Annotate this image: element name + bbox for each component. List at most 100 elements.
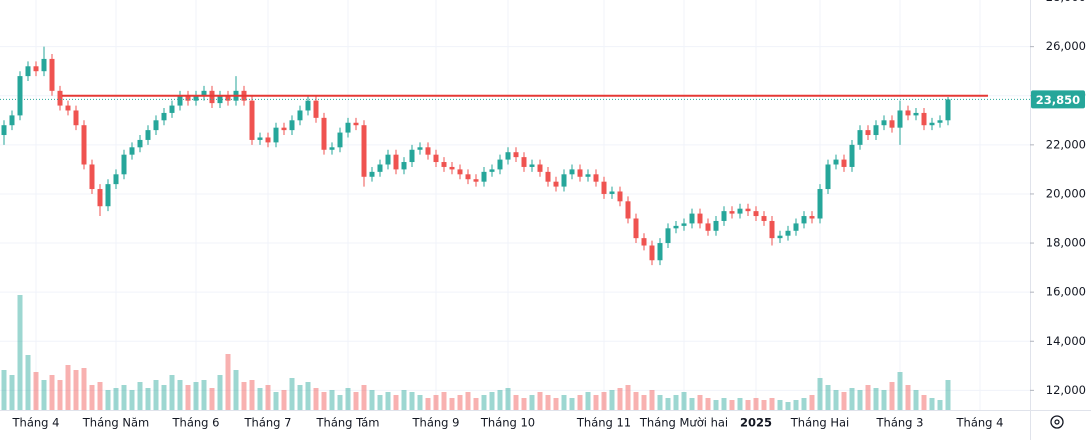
candle-body bbox=[905, 110, 911, 116]
candle-body bbox=[569, 169, 575, 175]
volume-bar bbox=[65, 365, 71, 410]
volume-bar bbox=[401, 390, 407, 410]
x-tick-label: 2025 bbox=[740, 416, 772, 430]
candle-body bbox=[137, 139, 143, 148]
volume-bar bbox=[225, 354, 231, 410]
volume-bar bbox=[145, 388, 151, 410]
candle-body bbox=[305, 100, 311, 111]
volume-bar bbox=[881, 390, 887, 410]
candle-body bbox=[377, 164, 383, 172]
candle-body bbox=[705, 223, 711, 231]
volume-bar bbox=[489, 392, 495, 410]
volume-bar bbox=[553, 398, 559, 410]
volume-bar bbox=[153, 380, 159, 410]
volume-bar bbox=[73, 370, 79, 410]
volume-bar bbox=[169, 375, 175, 410]
volume-bar bbox=[89, 385, 95, 410]
volume-bar bbox=[449, 398, 455, 410]
x-tick-label: Tháng Mười hai bbox=[639, 416, 728, 430]
candle-body bbox=[585, 174, 591, 177]
candle-body bbox=[897, 110, 903, 128]
candle-body bbox=[329, 147, 335, 150]
candle-body bbox=[41, 58, 47, 72]
volume-bar bbox=[9, 375, 15, 410]
candle-body bbox=[193, 95, 199, 101]
axis-layer: 12,00014,00016,00018,00020,00022,00024,0… bbox=[12, 0, 1086, 430]
volume-bar bbox=[273, 392, 279, 410]
candle-body bbox=[761, 216, 767, 221]
volume-bar bbox=[921, 395, 927, 410]
candle-body bbox=[889, 120, 895, 128]
volume-bar bbox=[721, 398, 727, 410]
candle-body bbox=[849, 144, 855, 167]
volume-bar bbox=[81, 368, 87, 410]
y-tick-label: 14,000 bbox=[1046, 334, 1086, 348]
volume-bar bbox=[33, 372, 39, 410]
y-tick-label: 12,000 bbox=[1046, 383, 1086, 397]
candle-body bbox=[433, 154, 439, 163]
volume-bar bbox=[441, 392, 447, 410]
volume-bar bbox=[841, 392, 847, 410]
volume-bar bbox=[905, 385, 911, 410]
candle-body bbox=[105, 184, 111, 207]
candle-body bbox=[1, 125, 7, 136]
x-tick-label: Tháng 9 bbox=[412, 416, 460, 430]
candle-body bbox=[777, 235, 783, 239]
volume-bar bbox=[817, 378, 823, 410]
volume-bar bbox=[505, 388, 511, 410]
candle-body bbox=[865, 130, 871, 136]
volume-bar bbox=[209, 388, 215, 410]
candle-body bbox=[649, 245, 655, 261]
candle-body bbox=[249, 100, 255, 140]
candle-body bbox=[97, 189, 103, 207]
candle-body bbox=[577, 169, 583, 177]
volume-bar bbox=[577, 395, 583, 410]
volume-bar bbox=[681, 392, 687, 410]
candle-body bbox=[657, 243, 663, 261]
volume-bar bbox=[513, 395, 519, 410]
volume-bar bbox=[345, 388, 351, 410]
volume-bar bbox=[753, 398, 759, 410]
candle-body bbox=[9, 115, 15, 126]
candle-body bbox=[409, 149, 415, 163]
volume-bar bbox=[705, 398, 711, 410]
volume-bar bbox=[97, 382, 103, 410]
volume-bar bbox=[521, 398, 527, 410]
volume-bar bbox=[337, 395, 343, 410]
volume-bar bbox=[281, 390, 287, 410]
candle-body bbox=[561, 174, 567, 187]
candle-body bbox=[601, 181, 607, 194]
candle-body bbox=[697, 213, 703, 224]
volume-bar bbox=[865, 385, 871, 410]
volume-bar bbox=[545, 395, 551, 410]
candle-body bbox=[489, 169, 495, 172]
volume-bar bbox=[697, 395, 703, 410]
candle-body bbox=[289, 120, 295, 131]
volume-bar bbox=[313, 388, 319, 410]
x-tick-label: Tháng 7 bbox=[244, 416, 292, 430]
volume-bar bbox=[561, 395, 567, 410]
settings-button[interactable] bbox=[1050, 415, 1064, 429]
volume-bar bbox=[585, 392, 591, 410]
candle-body bbox=[945, 99, 951, 121]
volume-bar bbox=[617, 388, 623, 410]
volume-bar bbox=[849, 388, 855, 410]
volume-bar bbox=[393, 395, 399, 410]
volume-bar bbox=[673, 395, 679, 410]
volume-bar bbox=[497, 390, 503, 410]
candle-body bbox=[553, 181, 559, 187]
gear-icon[interactable] bbox=[1050, 415, 1064, 429]
volume-bar bbox=[625, 385, 631, 410]
volume-bar bbox=[737, 398, 743, 410]
y-tick-label: 20,000 bbox=[1046, 186, 1086, 200]
x-tick-label: Tháng 10 bbox=[480, 416, 535, 430]
volume-bar bbox=[633, 392, 639, 410]
volume-bar bbox=[361, 385, 367, 410]
volume-bar bbox=[897, 372, 903, 410]
candle-body bbox=[225, 95, 231, 101]
candle-body bbox=[265, 137, 271, 143]
volume-bar bbox=[657, 395, 663, 410]
volume-bar bbox=[289, 378, 295, 410]
volume-bar bbox=[385, 392, 391, 410]
volume-bar bbox=[937, 400, 943, 410]
